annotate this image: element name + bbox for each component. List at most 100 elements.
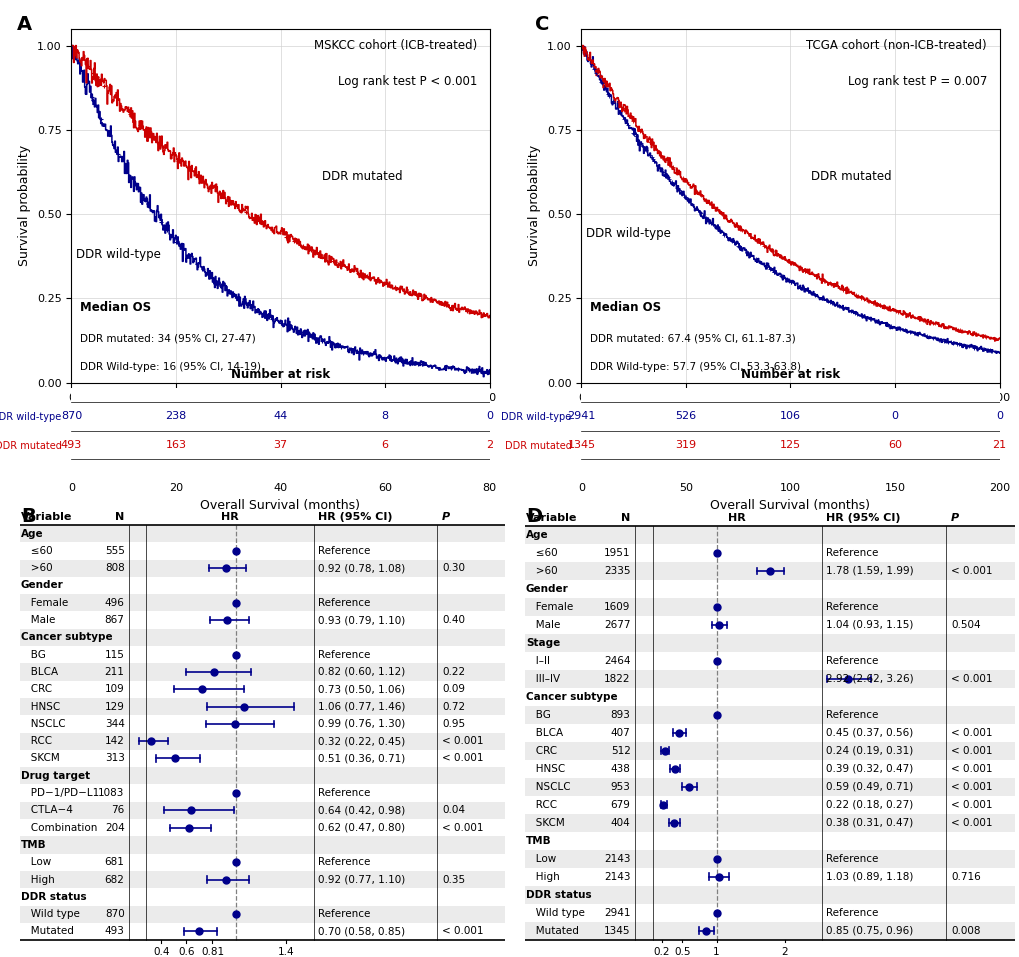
Bar [20, 560, 504, 577]
Text: 0.35: 0.35 [441, 875, 465, 884]
Bar [20, 750, 504, 768]
Text: 2.92 (2.62, 3.26): 2.92 (2.62, 3.26) [825, 674, 913, 683]
Text: 438: 438 [610, 764, 630, 773]
Text: SKCM: SKCM [525, 817, 564, 828]
Text: High: High [20, 875, 55, 884]
Text: 1.4: 1.4 [277, 947, 294, 957]
Bar [525, 778, 1014, 795]
Text: Log rank test P = 0.007: Log rank test P = 0.007 [847, 75, 986, 88]
Text: Cancer subtype: Cancer subtype [525, 692, 616, 701]
Text: Mutated: Mutated [525, 925, 578, 936]
Text: 0.32 (0.22, 0.45): 0.32 (0.22, 0.45) [318, 736, 406, 746]
Bar [20, 663, 504, 680]
Text: Log rank test P < 0.001: Log rank test P < 0.001 [337, 75, 477, 88]
Text: Reference: Reference [318, 650, 370, 659]
Text: A: A [17, 14, 33, 33]
Text: >60: >60 [20, 563, 52, 573]
Text: 893: 893 [610, 710, 630, 720]
Bar [20, 768, 504, 785]
Text: DDR status: DDR status [20, 892, 87, 901]
Text: 681: 681 [105, 857, 124, 867]
Text: CRC: CRC [20, 684, 52, 694]
Text: Reference: Reference [825, 907, 878, 918]
Text: 808: 808 [105, 563, 124, 573]
Text: 0.93 (0.79, 1.10): 0.93 (0.79, 1.10) [318, 615, 406, 625]
Text: 0.99 (0.76, 1.30): 0.99 (0.76, 1.30) [318, 719, 406, 729]
Text: 953: 953 [610, 782, 630, 791]
Text: ≤60: ≤60 [525, 547, 556, 558]
Bar [525, 670, 1014, 688]
Bar [525, 813, 1014, 832]
Text: 512: 512 [610, 746, 630, 756]
Text: Reference: Reference [318, 857, 370, 867]
Text: Male: Male [525, 620, 559, 630]
Text: 404: 404 [610, 817, 630, 828]
Text: 2677: 2677 [603, 620, 630, 630]
Text: Low: Low [525, 854, 555, 863]
Text: Female: Female [525, 602, 573, 612]
Bar [525, 922, 1014, 940]
Text: MSKCC cohort (ICB-treated): MSKCC cohort (ICB-treated) [314, 39, 477, 53]
Text: NSCLC: NSCLC [20, 719, 65, 729]
Text: Female: Female [20, 598, 68, 608]
Text: < 0.001: < 0.001 [951, 800, 991, 810]
Bar [525, 598, 1014, 615]
Text: Wild type: Wild type [20, 909, 79, 919]
Text: 204: 204 [105, 823, 124, 833]
Text: TCGA cohort (non-ICB-treated): TCGA cohort (non-ICB-treated) [806, 39, 986, 53]
Text: 0.85 (0.75, 0.96): 0.85 (0.75, 0.96) [825, 925, 913, 936]
Text: HR: HR [221, 512, 238, 523]
Text: BLCA: BLCA [525, 727, 562, 738]
Text: Age: Age [525, 530, 548, 540]
Text: Reference: Reference [825, 854, 878, 863]
Text: 0.6: 0.6 [178, 947, 195, 957]
Text: 0.92 (0.77, 1.10): 0.92 (0.77, 1.10) [318, 875, 406, 884]
Text: C: C [535, 14, 549, 33]
Text: 526: 526 [675, 412, 696, 421]
Bar [525, 705, 1014, 723]
Bar [20, 594, 504, 612]
Text: 8: 8 [381, 412, 388, 421]
Text: 2335: 2335 [603, 566, 630, 576]
Text: 1951: 1951 [603, 547, 630, 558]
Text: 2941: 2941 [603, 907, 630, 918]
Text: 0.73 (0.50, 1.06): 0.73 (0.50, 1.06) [318, 684, 406, 694]
Text: I–II: I–II [525, 656, 549, 666]
Text: 60: 60 [888, 440, 901, 450]
Text: Age: Age [20, 528, 44, 539]
Text: 2143: 2143 [603, 854, 630, 863]
Text: DDR wild-type: DDR wild-type [585, 227, 669, 240]
Text: 0.38 (0.31, 0.47): 0.38 (0.31, 0.47) [825, 817, 913, 828]
Text: 0.4: 0.4 [153, 947, 169, 957]
Text: 682: 682 [105, 875, 124, 884]
Text: D: D [525, 507, 541, 526]
Bar [525, 760, 1014, 778]
Text: 1.04 (0.93, 1.15): 1.04 (0.93, 1.15) [825, 620, 913, 630]
Text: 0.59 (0.49, 0.71): 0.59 (0.49, 0.71) [825, 782, 913, 791]
Text: Number at risk: Number at risk [230, 367, 330, 381]
Text: HR: HR [728, 513, 745, 523]
Text: CTLA−4: CTLA−4 [20, 806, 72, 815]
Text: 2941: 2941 [567, 412, 595, 421]
Text: B: B [20, 507, 36, 525]
Text: 211: 211 [105, 667, 124, 677]
Text: 115: 115 [105, 650, 124, 659]
Bar [20, 612, 504, 629]
Text: 867: 867 [105, 615, 124, 625]
Text: 0.008: 0.008 [951, 925, 980, 936]
Text: BG: BG [20, 650, 46, 659]
Text: DDR mutated: 67.4 (95% CI, 61.1-87.3): DDR mutated: 67.4 (95% CI, 61.1-87.3) [589, 333, 795, 344]
Text: 0.40: 0.40 [441, 615, 465, 625]
X-axis label: Overall Survival (months): Overall Survival (months) [710, 408, 869, 421]
Text: 555: 555 [105, 545, 124, 556]
Text: 496: 496 [105, 598, 124, 608]
Text: 163: 163 [165, 440, 186, 450]
Bar [20, 629, 504, 646]
Text: 6: 6 [381, 440, 388, 450]
Bar [20, 698, 504, 715]
Text: DDR mutated: DDR mutated [322, 170, 403, 184]
Bar [525, 634, 1014, 652]
Text: 1.06 (0.77, 1.46): 1.06 (0.77, 1.46) [318, 701, 406, 712]
Text: 0: 0 [486, 412, 492, 421]
Text: < 0.001: < 0.001 [441, 823, 483, 833]
